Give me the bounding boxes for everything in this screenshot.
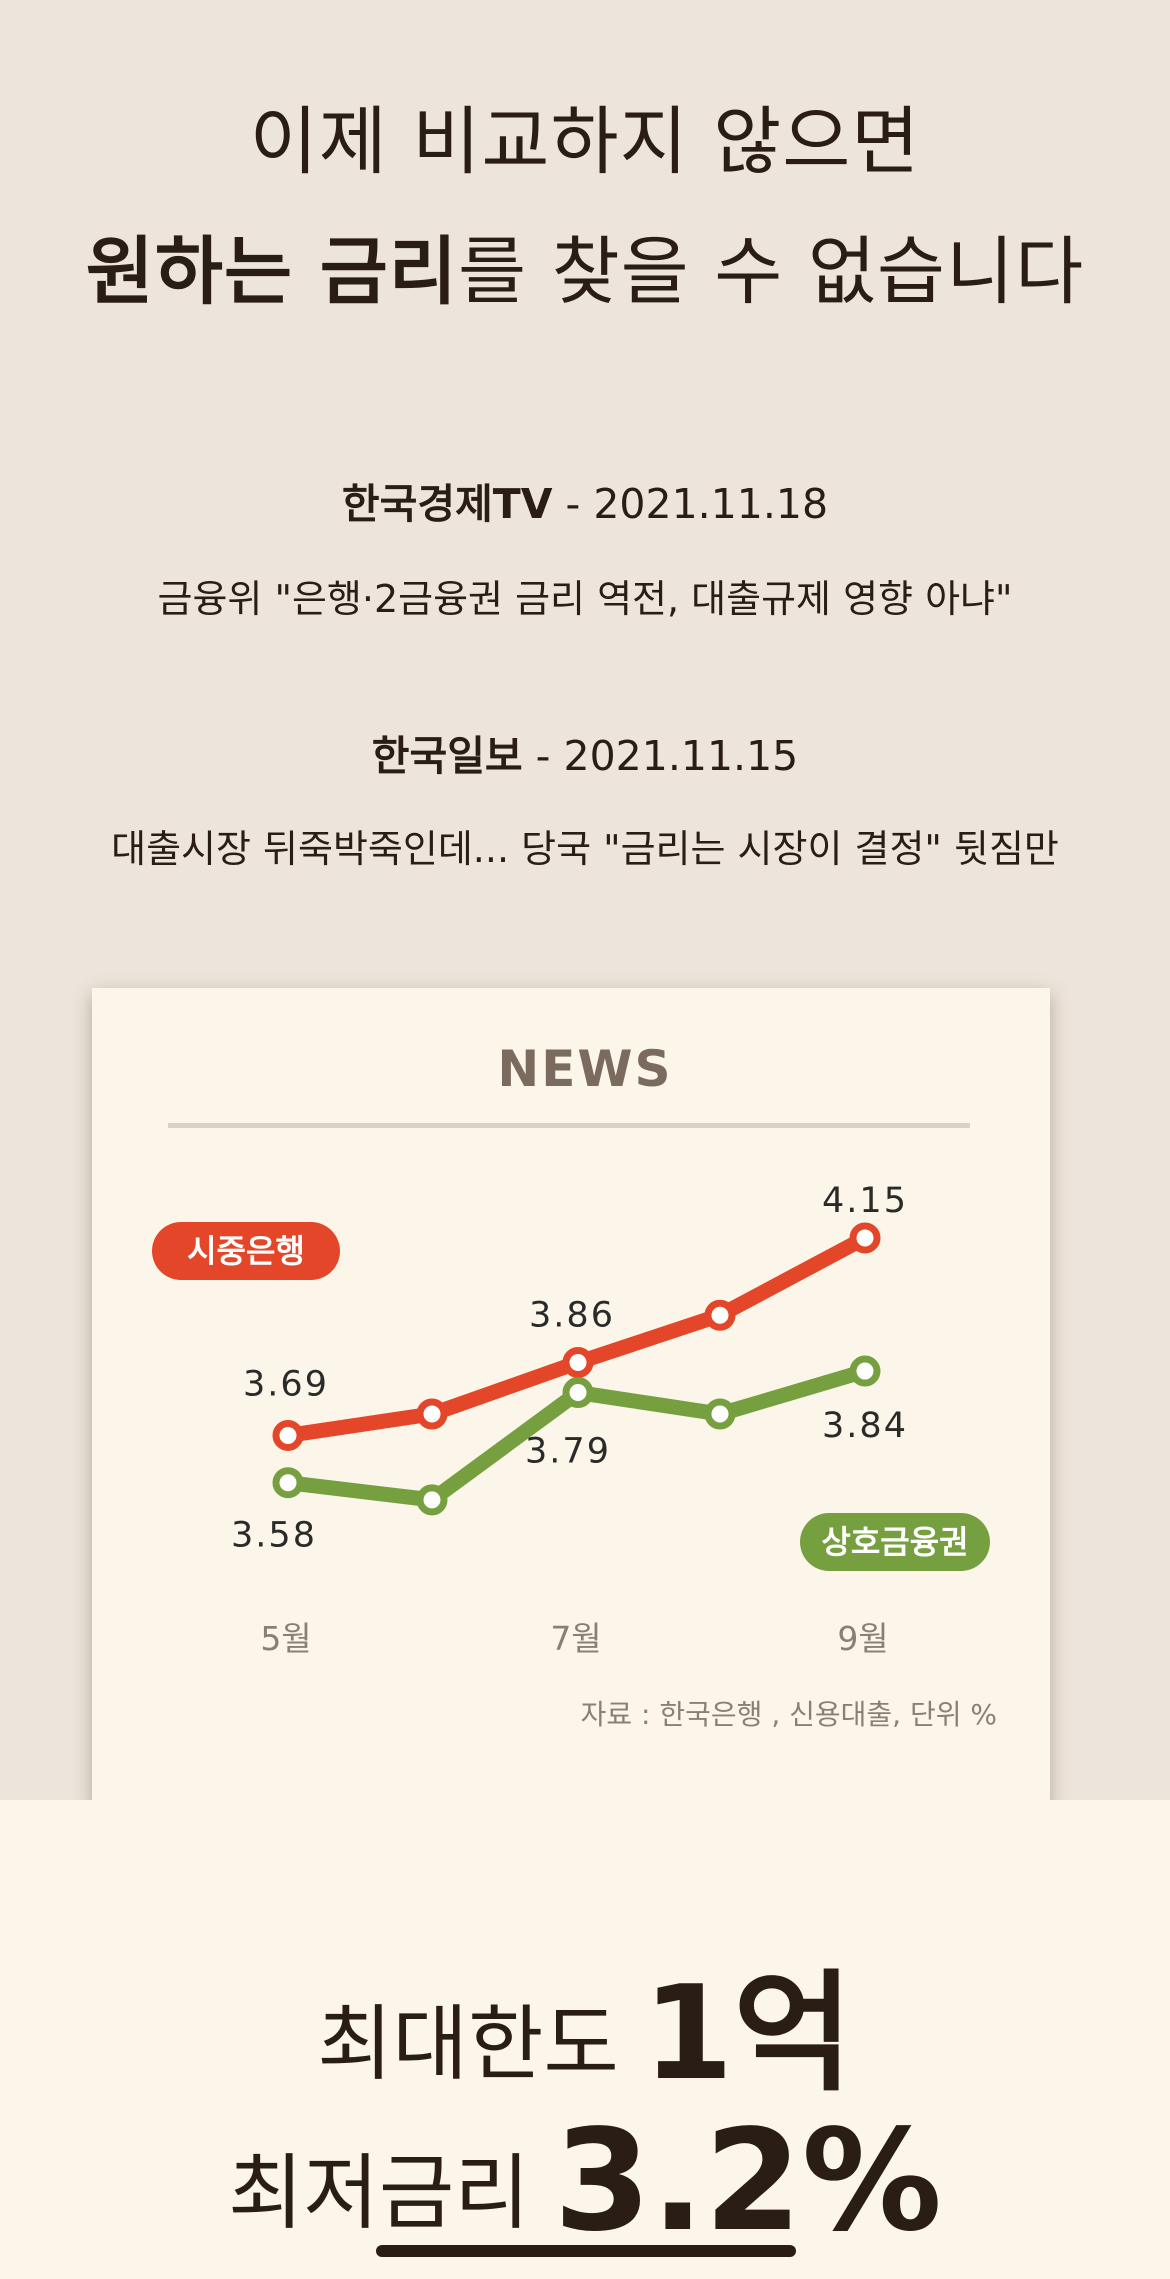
data-label: 4.15 bbox=[822, 1181, 908, 1221]
series-badge-label: 상호금융권 bbox=[821, 1523, 968, 1561]
x-tick-label: 7월 bbox=[550, 1619, 601, 1658]
x-tick-label: 9월 bbox=[837, 1619, 888, 1658]
max-limit-label: 최대한도 bbox=[317, 1997, 619, 2092]
data-point bbox=[272, 1419, 304, 1451]
headline-line2: 원하는 금리를 찾을 수 없습니다 bbox=[0, 212, 1170, 319]
data-label: 3.86 bbox=[529, 1295, 615, 1335]
max-limit-value: 1억 bbox=[642, 1957, 853, 2109]
card-title: NEWS bbox=[497, 1040, 673, 1098]
series-badge-mutual bbox=[800, 1513, 990, 1571]
news-source-1: 한국경제TV - 2021.11.18 bbox=[0, 470, 1170, 530]
news-headline-1[interactable]: 금융위 "은행·2금융권 금리 역전, 대출규제 영향 아냐" bbox=[157, 577, 1013, 621]
data-label: 3.79 bbox=[525, 1432, 611, 1472]
headline-rest: 를 찾을 수 없습니다 bbox=[457, 229, 1085, 315]
promo-section bbox=[0, 1800, 1170, 2279]
card-divider bbox=[168, 1123, 970, 1128]
headline-emphasis: 원하는 금리 bbox=[85, 229, 458, 315]
data-point bbox=[849, 1355, 881, 1387]
news-headline-2[interactable]: 대출시장 뒤죽박죽인데... 당국 "금리는 시장이 결정" 뒷짐만 bbox=[111, 827, 1059, 871]
data-point bbox=[416, 1484, 448, 1516]
series-badge-bank bbox=[152, 1222, 340, 1280]
news-outlet: 한국일보 bbox=[371, 732, 523, 780]
data-label: 3.84 bbox=[822, 1406, 908, 1446]
data-point bbox=[416, 1398, 448, 1430]
max-limit-line: 최대한도 1억 bbox=[0, 1928, 1170, 2116]
data-point bbox=[272, 1467, 304, 1499]
data-point bbox=[562, 1346, 594, 1378]
data-point bbox=[704, 1299, 736, 1331]
data-point bbox=[704, 1398, 736, 1430]
news-date: - 2021.11.18 bbox=[552, 480, 829, 528]
news-outlet: 한국경제TV bbox=[341, 480, 553, 528]
min-rate-line: 최저금리 3.2% bbox=[0, 2100, 1170, 2263]
headline-line1: 이제 비교하지 않으면 bbox=[249, 99, 921, 185]
min-rate-value: 3.2% bbox=[553, 2100, 943, 2263]
rate-underline bbox=[376, 2245, 796, 2257]
min-rate-label: 최저금리 bbox=[227, 2146, 530, 2241]
data-label: 3.69 bbox=[243, 1364, 329, 1404]
data-label: 3.58 bbox=[231, 1516, 317, 1556]
data-point bbox=[849, 1222, 881, 1254]
data-point bbox=[562, 1377, 594, 1409]
x-tick-label: 5월 bbox=[260, 1619, 311, 1658]
source-note: 자료 : 한국은행 , 신용대출, 단위 % bbox=[581, 1698, 997, 1731]
news-date: - 2021.11.15 bbox=[522, 732, 799, 780]
news-source-2: 한국일보 - 2021.11.15 bbox=[0, 722, 1170, 782]
series-badge-label: 시중은행 bbox=[187, 1232, 305, 1270]
